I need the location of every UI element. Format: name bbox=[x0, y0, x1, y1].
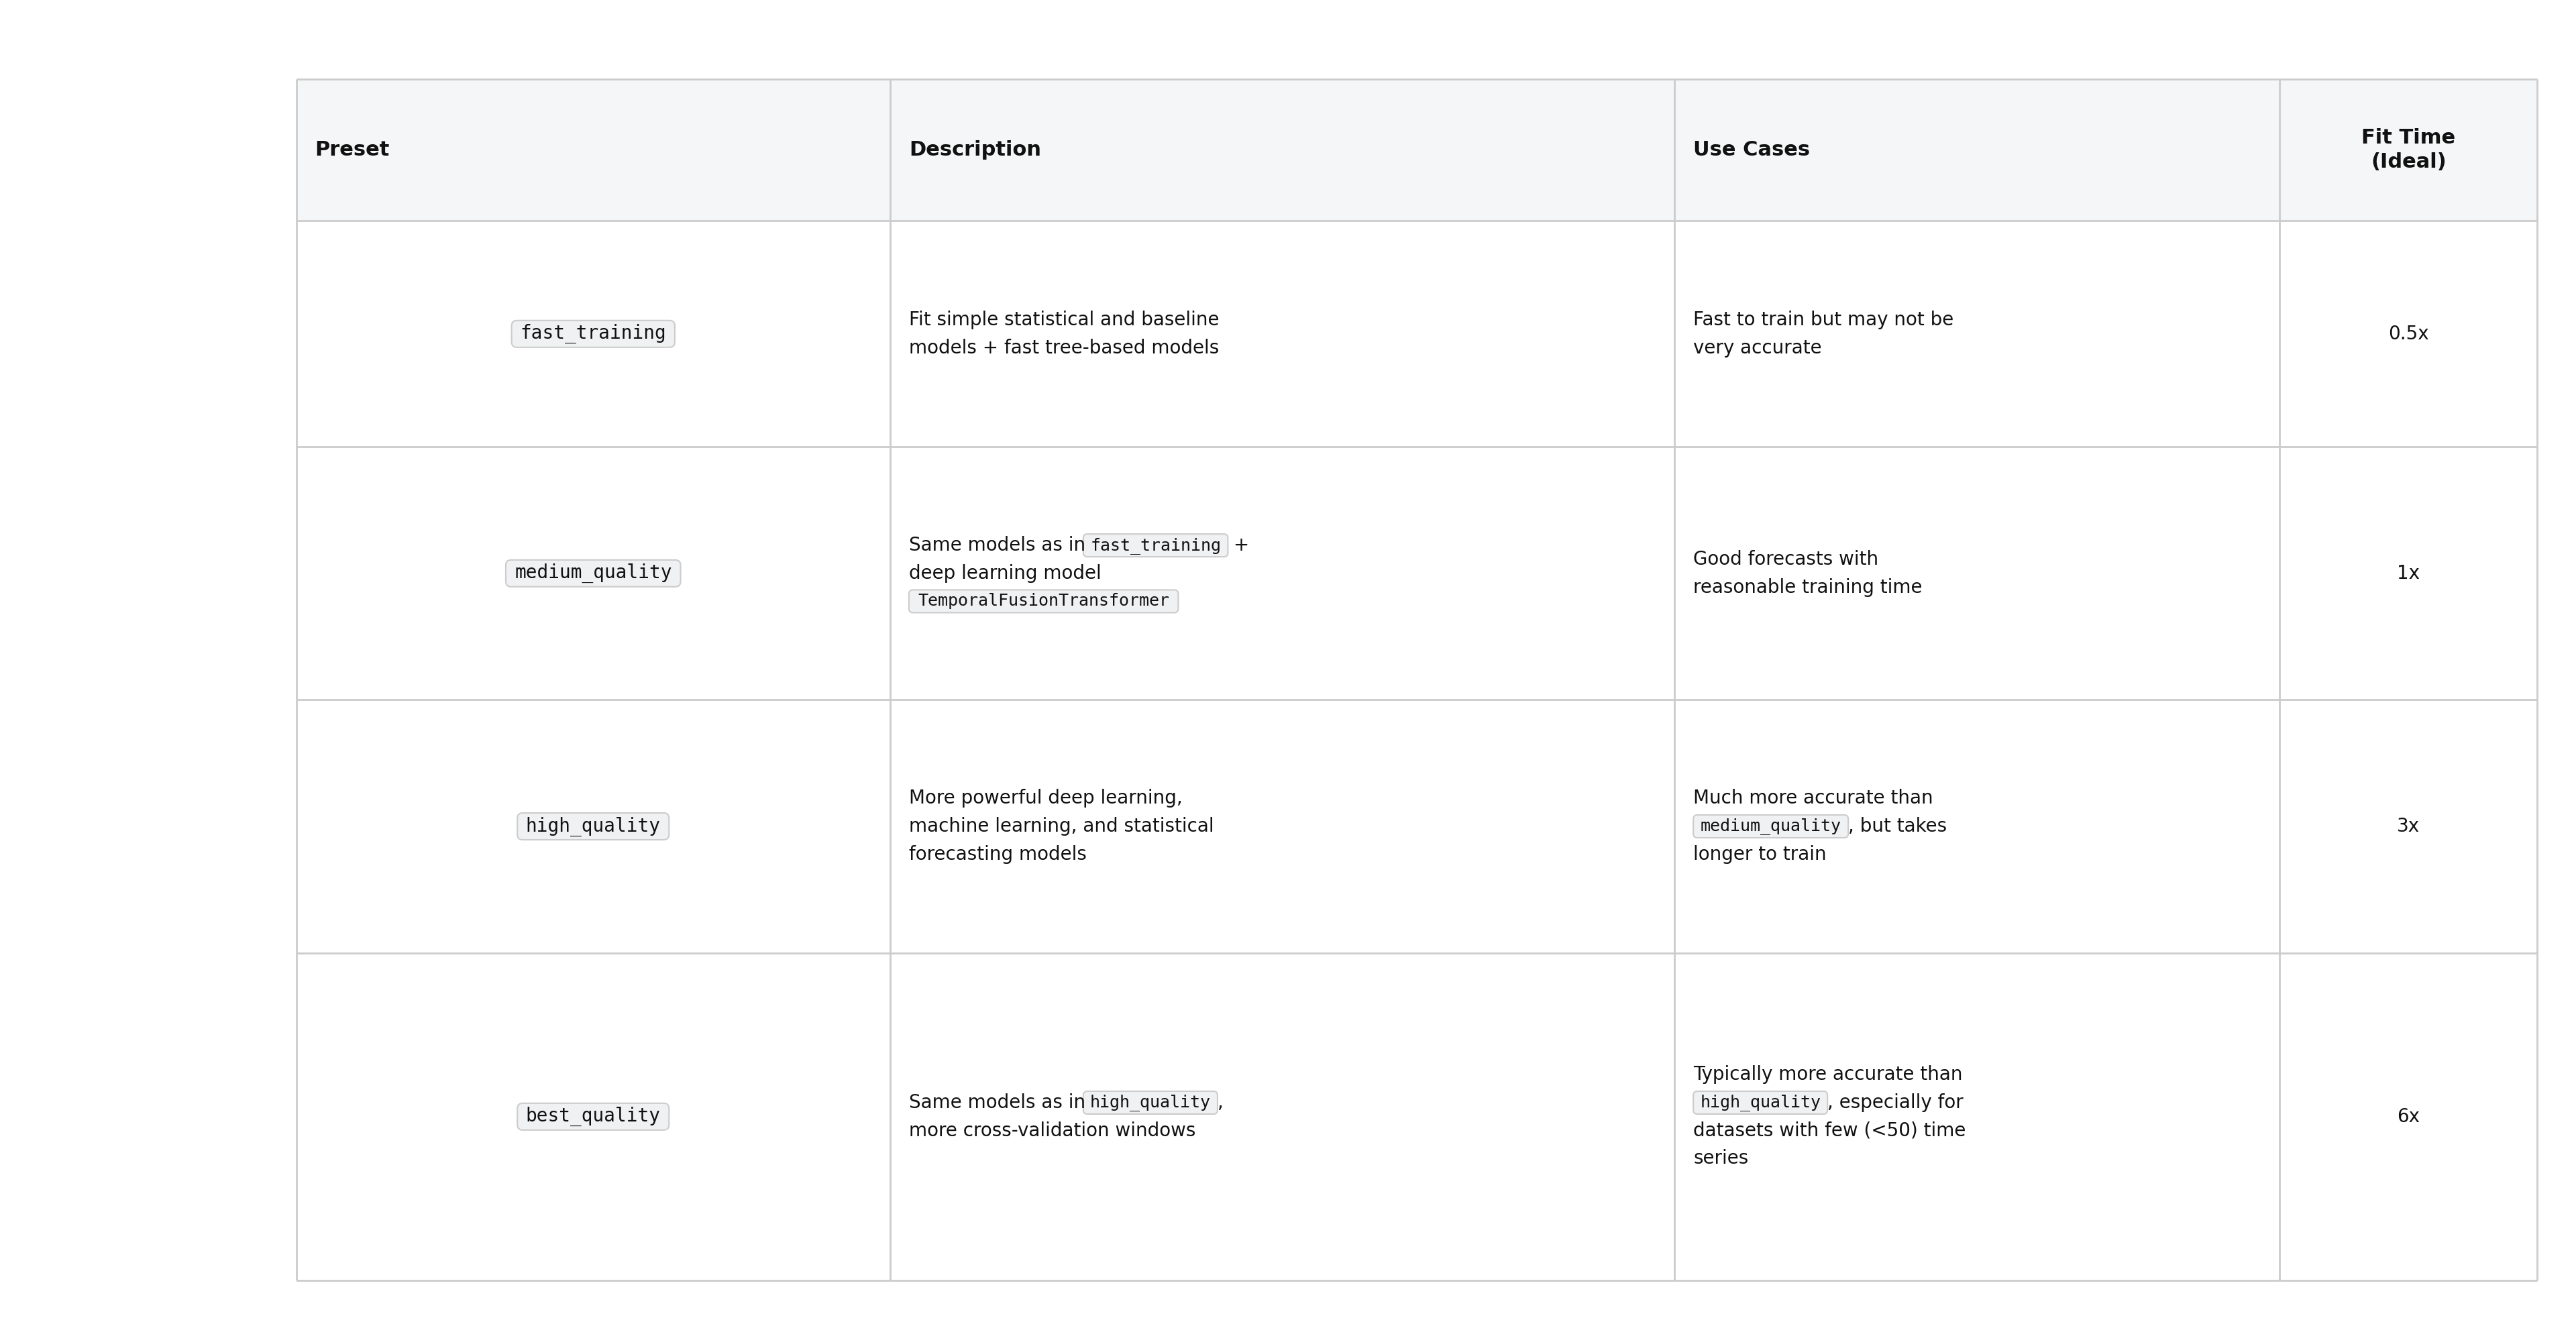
Text: Use Cases: Use Cases bbox=[1692, 140, 1811, 160]
Text: Same models as in: Same models as in bbox=[909, 1093, 1092, 1111]
Text: fast_training: fast_training bbox=[1090, 537, 1221, 554]
Text: Preset: Preset bbox=[314, 140, 389, 160]
FancyBboxPatch shape bbox=[909, 590, 1177, 612]
FancyBboxPatch shape bbox=[1692, 814, 1847, 838]
Text: medium_quality: medium_quality bbox=[515, 564, 672, 583]
Text: 0.5x: 0.5x bbox=[2388, 325, 2429, 343]
Bar bbox=[296, 447, 2537, 700]
Bar bbox=[296, 700, 2537, 953]
Text: high_quality: high_quality bbox=[1700, 1094, 1821, 1111]
Bar bbox=[296, 220, 2537, 447]
Text: Fit Time
(Ideal): Fit Time (Ideal) bbox=[2362, 128, 2455, 172]
FancyBboxPatch shape bbox=[1692, 1092, 1826, 1114]
Text: very accurate: very accurate bbox=[1692, 338, 1821, 358]
Text: Description: Description bbox=[909, 140, 1041, 160]
Text: deep learning model: deep learning model bbox=[909, 564, 1103, 582]
Text: More powerful deep learning,: More powerful deep learning, bbox=[909, 789, 1182, 808]
Text: Much more accurate than: Much more accurate than bbox=[1692, 789, 1932, 808]
Text: datasets with few (<50) time: datasets with few (<50) time bbox=[1692, 1121, 1965, 1140]
Text: fast_training: fast_training bbox=[520, 325, 667, 343]
Text: more cross-validation windows: more cross-validation windows bbox=[909, 1121, 1195, 1140]
Text: +: + bbox=[1229, 536, 1249, 554]
Text: 1x: 1x bbox=[2398, 564, 2419, 582]
FancyBboxPatch shape bbox=[1084, 535, 1229, 557]
Text: Fit simple statistical and baseline: Fit simple statistical and baseline bbox=[909, 310, 1218, 329]
FancyBboxPatch shape bbox=[518, 1104, 670, 1130]
Text: medium_quality: medium_quality bbox=[1700, 818, 1842, 834]
Text: TemporalFusionTransformer: TemporalFusionTransformer bbox=[917, 593, 1170, 610]
Text: Typically more accurate than: Typically more accurate than bbox=[1692, 1065, 1963, 1084]
Text: high_quality: high_quality bbox=[1090, 1094, 1211, 1111]
Text: longer to train: longer to train bbox=[1692, 845, 1826, 863]
Text: , but takes: , but takes bbox=[1847, 817, 1947, 836]
Text: 6x: 6x bbox=[2398, 1107, 2419, 1126]
Text: Same models as in: Same models as in bbox=[909, 536, 1092, 554]
Text: Fast to train but may not be: Fast to train but may not be bbox=[1692, 310, 1953, 329]
Text: machine learning, and statistical: machine learning, and statistical bbox=[909, 817, 1213, 836]
Text: 3x: 3x bbox=[2398, 817, 2419, 836]
Bar bbox=[296, 953, 2537, 1280]
Text: series: series bbox=[1692, 1150, 1749, 1168]
FancyBboxPatch shape bbox=[518, 813, 670, 840]
Text: best_quality: best_quality bbox=[526, 1107, 659, 1126]
Text: high_quality: high_quality bbox=[526, 817, 659, 836]
Text: , especially for: , especially for bbox=[1826, 1093, 1963, 1111]
Text: forecasting models: forecasting models bbox=[909, 845, 1087, 863]
Bar bbox=[296, 79, 2537, 220]
Text: Good forecasts with: Good forecasts with bbox=[1692, 550, 1878, 569]
FancyBboxPatch shape bbox=[505, 560, 680, 587]
FancyBboxPatch shape bbox=[1084, 1092, 1218, 1114]
FancyBboxPatch shape bbox=[513, 321, 675, 347]
Text: ,: , bbox=[1218, 1093, 1224, 1111]
Text: reasonable training time: reasonable training time bbox=[1692, 578, 1922, 597]
Text: models + fast tree-based models: models + fast tree-based models bbox=[909, 338, 1218, 358]
